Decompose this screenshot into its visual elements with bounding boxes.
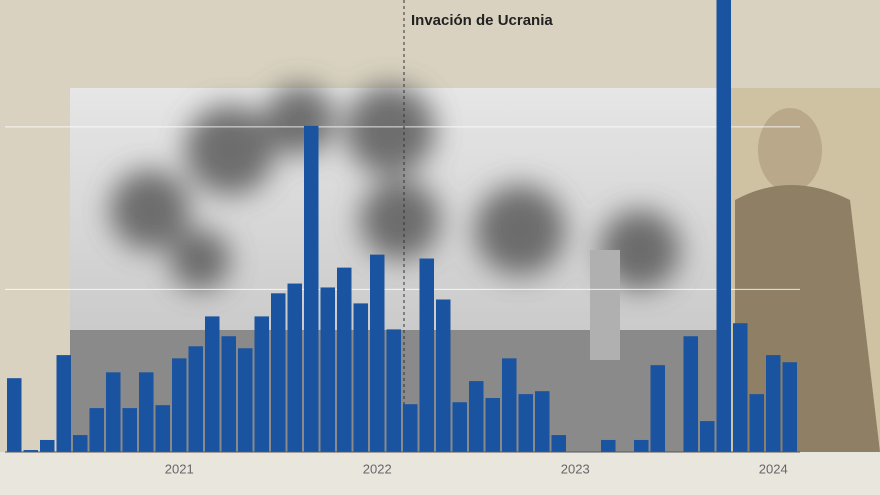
background-photo [70, 85, 880, 452]
x-tick-label: 2023 [561, 461, 590, 476]
bar [23, 450, 38, 452]
bar [733, 323, 748, 452]
bar [419, 258, 434, 452]
bar [353, 303, 368, 452]
bar [601, 439, 616, 452]
bar [535, 391, 550, 452]
bar [271, 293, 286, 452]
bar [106, 372, 121, 452]
bar [634, 439, 649, 452]
bar [287, 283, 302, 452]
annotation: Invación de Ucrania [411, 12, 553, 29]
x-tick-label: 2022 [363, 461, 392, 476]
bar [485, 398, 500, 452]
bar [700, 421, 715, 452]
bar [403, 404, 418, 452]
bar [469, 381, 484, 452]
bar [749, 394, 764, 452]
bar [502, 358, 517, 452]
bar [139, 372, 154, 452]
x-tick-label: 2021 [165, 461, 194, 476]
bar [436, 299, 451, 452]
bar [551, 435, 566, 452]
bar [7, 378, 22, 452]
bar [221, 336, 236, 452]
bar [782, 362, 797, 452]
bottom-band [0, 452, 880, 495]
bar [518, 394, 533, 452]
x-tick-label: 2024 [759, 461, 788, 476]
bar [304, 125, 319, 452]
bar [122, 408, 137, 452]
bar [452, 402, 467, 452]
bar [56, 355, 71, 452]
bar [716, 0, 731, 452]
bar [370, 254, 385, 452]
bar [766, 355, 781, 452]
bar [337, 267, 352, 452]
bar [205, 316, 220, 452]
bar [320, 287, 335, 452]
bar [73, 435, 88, 452]
bar [89, 408, 104, 452]
bar [238, 348, 253, 452]
bar [40, 439, 55, 452]
bar [386, 329, 401, 452]
bar [683, 336, 698, 452]
bar [188, 346, 203, 452]
bar [254, 316, 269, 452]
bar [155, 405, 170, 452]
bar [650, 365, 665, 452]
bar [172, 358, 187, 452]
